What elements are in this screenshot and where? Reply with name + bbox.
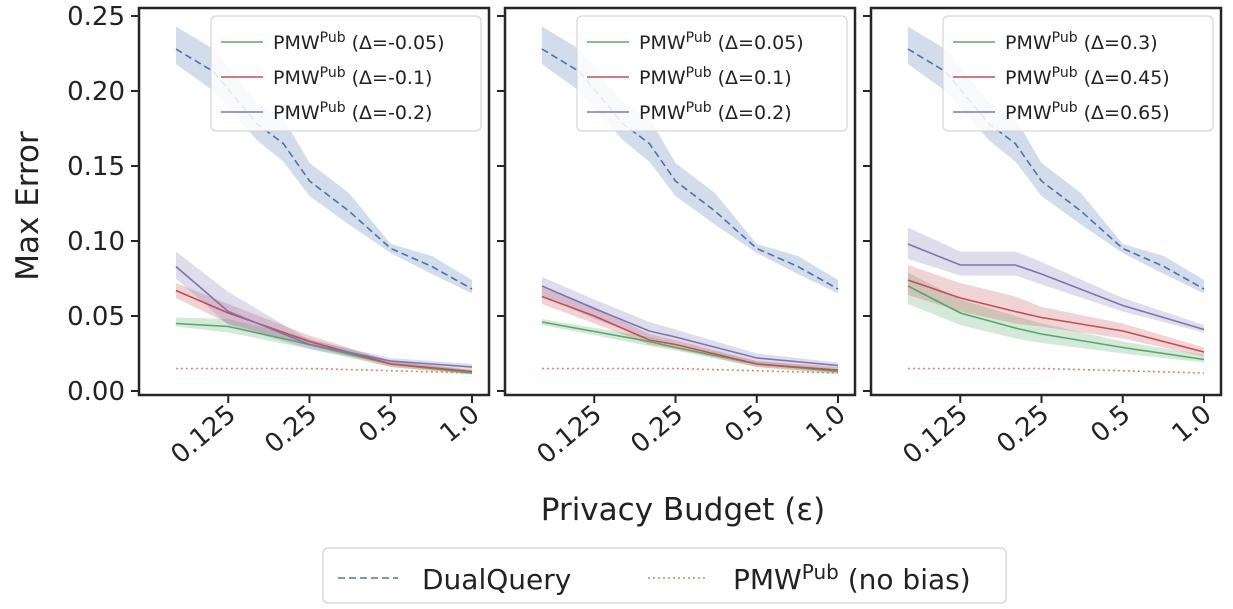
x-tick-label: 0.125 xyxy=(165,399,241,470)
y-tick-label: 0.20 xyxy=(67,77,125,107)
series-line-4 xyxy=(907,279,1205,353)
y-tick-label: 0.05 xyxy=(67,302,125,332)
confidence-band-3 xyxy=(907,272,1204,363)
confidence-band-5 xyxy=(541,277,838,369)
series-line-5 xyxy=(907,243,1205,331)
x-tick-label: 0.125 xyxy=(897,399,973,470)
y-axis-label: Max Error xyxy=(10,131,46,281)
x-tick-label: 0.5 xyxy=(1085,399,1136,449)
bottom-legend: DualQuery PMWPub (no bias) xyxy=(322,547,1007,604)
chart-panels: 0.125 0.25 0.5 1.0 0.00 0.05 0.10 0.15 0.20 0.25 P… xyxy=(67,2,1223,470)
panel-frame xyxy=(137,6,491,397)
legend-label: PMWPub (Δ=0.2) xyxy=(639,100,792,124)
confidence-band-1 xyxy=(175,26,472,294)
legend-label: PMWPub (Δ=0.05) xyxy=(639,30,804,54)
legend-label: PMWPub (Δ=0.3) xyxy=(1005,30,1158,54)
series-line-4 xyxy=(175,289,473,373)
legend-label-dualquery: DualQuery xyxy=(422,563,571,596)
legend-label: PMWPub (Δ=-0.1) xyxy=(273,65,432,89)
panel-frame xyxy=(869,6,1223,397)
x-tick-label: 0.125 xyxy=(531,399,607,470)
confidence-band-1 xyxy=(907,26,1204,294)
panel-legend-box xyxy=(576,15,848,132)
series-line-4 xyxy=(541,295,839,371)
series-line-2 xyxy=(541,367,839,374)
x-tick-label: 1.0 xyxy=(801,399,852,449)
y-tick-label: 0.10 xyxy=(67,227,125,257)
x-tick-label: 0.5 xyxy=(719,399,770,449)
panel-legend-box xyxy=(942,15,1214,132)
y-tick-label: 0.15 xyxy=(67,152,125,182)
x-tick-label: 0.25 xyxy=(991,399,1055,459)
bottom-legend-box xyxy=(322,547,1007,604)
legend-label: PMWPub (Δ=-0.2) xyxy=(273,100,432,124)
x-tick-label: 1.0 xyxy=(1167,399,1218,449)
x-tick-label: 1.0 xyxy=(435,399,486,449)
series-line-2 xyxy=(175,367,473,374)
legend-label: PMWPub (Δ=0.65) xyxy=(1005,100,1170,124)
panel-3: 0.125 0.25 0.5 1.0 PMWPub (Δ=0.3) PMWPub (Δ=0… xyxy=(863,6,1223,470)
confidence-band-3 xyxy=(541,319,838,375)
x-axis-label: Privacy Budget (ε) xyxy=(541,492,825,528)
panel-legend-box xyxy=(210,15,482,132)
x-tick-label: 0.25 xyxy=(625,399,689,459)
y-tick-label: 0.00 xyxy=(67,377,125,407)
panel-frame xyxy=(503,6,857,397)
y-tick-label: 0.25 xyxy=(67,2,125,32)
legend-label: PMWPub (Δ=0.1) xyxy=(639,65,792,89)
series-line-3 xyxy=(907,285,1205,361)
legend-label: PMWPub (Δ=0.45) xyxy=(1005,65,1170,89)
series-line-5 xyxy=(541,285,839,367)
x-tick-label: 0.5 xyxy=(353,399,404,449)
confidence-band-1 xyxy=(541,26,838,294)
legend-label-no-bias: PMWPub (no bias) xyxy=(733,560,971,596)
series-line-5 xyxy=(175,265,473,368)
panel-1: 0.125 0.25 0.5 1.0 0.00 0.05 0.10 0.15 0.20 0.25 P… xyxy=(67,2,491,470)
series-line-2 xyxy=(907,367,1205,374)
x-tick-label: 0.25 xyxy=(259,399,323,459)
legend-label: PMWPub (Δ=-0.05) xyxy=(273,30,445,54)
panel-2: 0.125 0.25 0.5 1.0 PMWPub (Δ=0.05) PMWPub (Δ=… xyxy=(497,6,857,470)
